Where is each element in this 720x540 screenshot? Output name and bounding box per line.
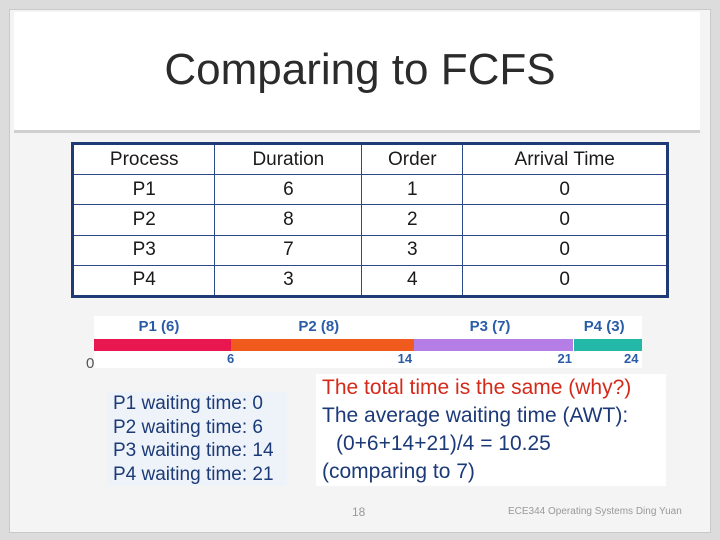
header-duration: Duration [214,142,363,176]
table-row: P4 3 4 0 [71,264,668,298]
explanation-box: The total time is the same (why?) The av… [316,374,666,486]
waiting-time-line: P1 waiting time: 0 [113,393,263,414]
table-cell: 6 [214,174,363,206]
gantt-tick-label: 21 [557,351,572,366]
table-cell: P3 [71,234,216,266]
waiting-time-line: P2 waiting time: 6 [113,416,263,438]
gantt-segment [231,339,414,351]
waiting-time-line: P4 waiting time: 21 [113,463,274,485]
gantt-segment-label: P3 (7) [469,318,511,335]
gantt-segment-label: P1 (6) [138,318,180,335]
gantt-segment [413,339,574,351]
table-cell: 7 [214,234,363,266]
page-number: 18 [352,505,366,519]
awt-label: The average waiting time (AWT): [322,404,629,427]
table-cell: P2 [71,204,216,236]
table-cell: 4 [361,264,464,298]
waiting-times-box: P1 waiting time: 0 P2 waiting time: 6 P3… [107,392,287,486]
table-cell: 2 [361,204,464,236]
table-cell: 1 [361,174,464,206]
gantt-tick-label: 24 [624,351,639,366]
gantt-chart: P1 (6) 6 P2 (8) 14 P3 (7) 21 P4 (3) 24 [94,316,642,368]
slide-title: Comparing to FCFS [164,45,556,94]
gantt-tick-label: 6 [227,351,235,366]
total-time-question: The total time is the same (why?) [322,376,632,399]
comparison-note: (comparing to 7) [322,460,475,483]
footer-text: ECE344 Operating Systems Ding Yuan [508,506,682,517]
header-order: Order [361,142,464,176]
table-cell: 8 [214,204,363,236]
header-arrival-time: Arrival Time [462,142,668,176]
table-cell: 3 [361,234,464,266]
gantt-segment [94,339,231,351]
awt-formula: (0+6+14+21)/4 = 10.25 [336,432,551,455]
table-row: P2 8 2 0 [71,204,668,236]
table-cell: 0 [462,264,668,298]
table-header-row: Process Duration Order Arrival Time [71,142,668,176]
table-cell: 0 [462,174,668,206]
header-process: Process [71,142,216,176]
table-row: P3 7 3 0 [71,234,668,266]
gantt-segment-label: P2 (8) [298,318,340,335]
table-cell: 0 [462,204,668,236]
table-cell: P1 [71,174,216,206]
title-area [14,12,700,133]
gantt-start-label: 0 [86,355,95,372]
table-cell: 3 [214,264,363,298]
process-table: Process Duration Order Arrival Time P1 6… [71,142,669,298]
table-cell: 0 [462,234,668,266]
table-cell: P4 [71,264,216,298]
gantt-segment-label: P4 (3) [583,318,625,335]
gantt-segment [573,339,642,351]
waiting-time-line: P3 waiting time: 14 [113,440,274,461]
table-row: P1 6 1 0 [71,174,668,206]
gantt-tick-label: 14 [397,351,413,366]
